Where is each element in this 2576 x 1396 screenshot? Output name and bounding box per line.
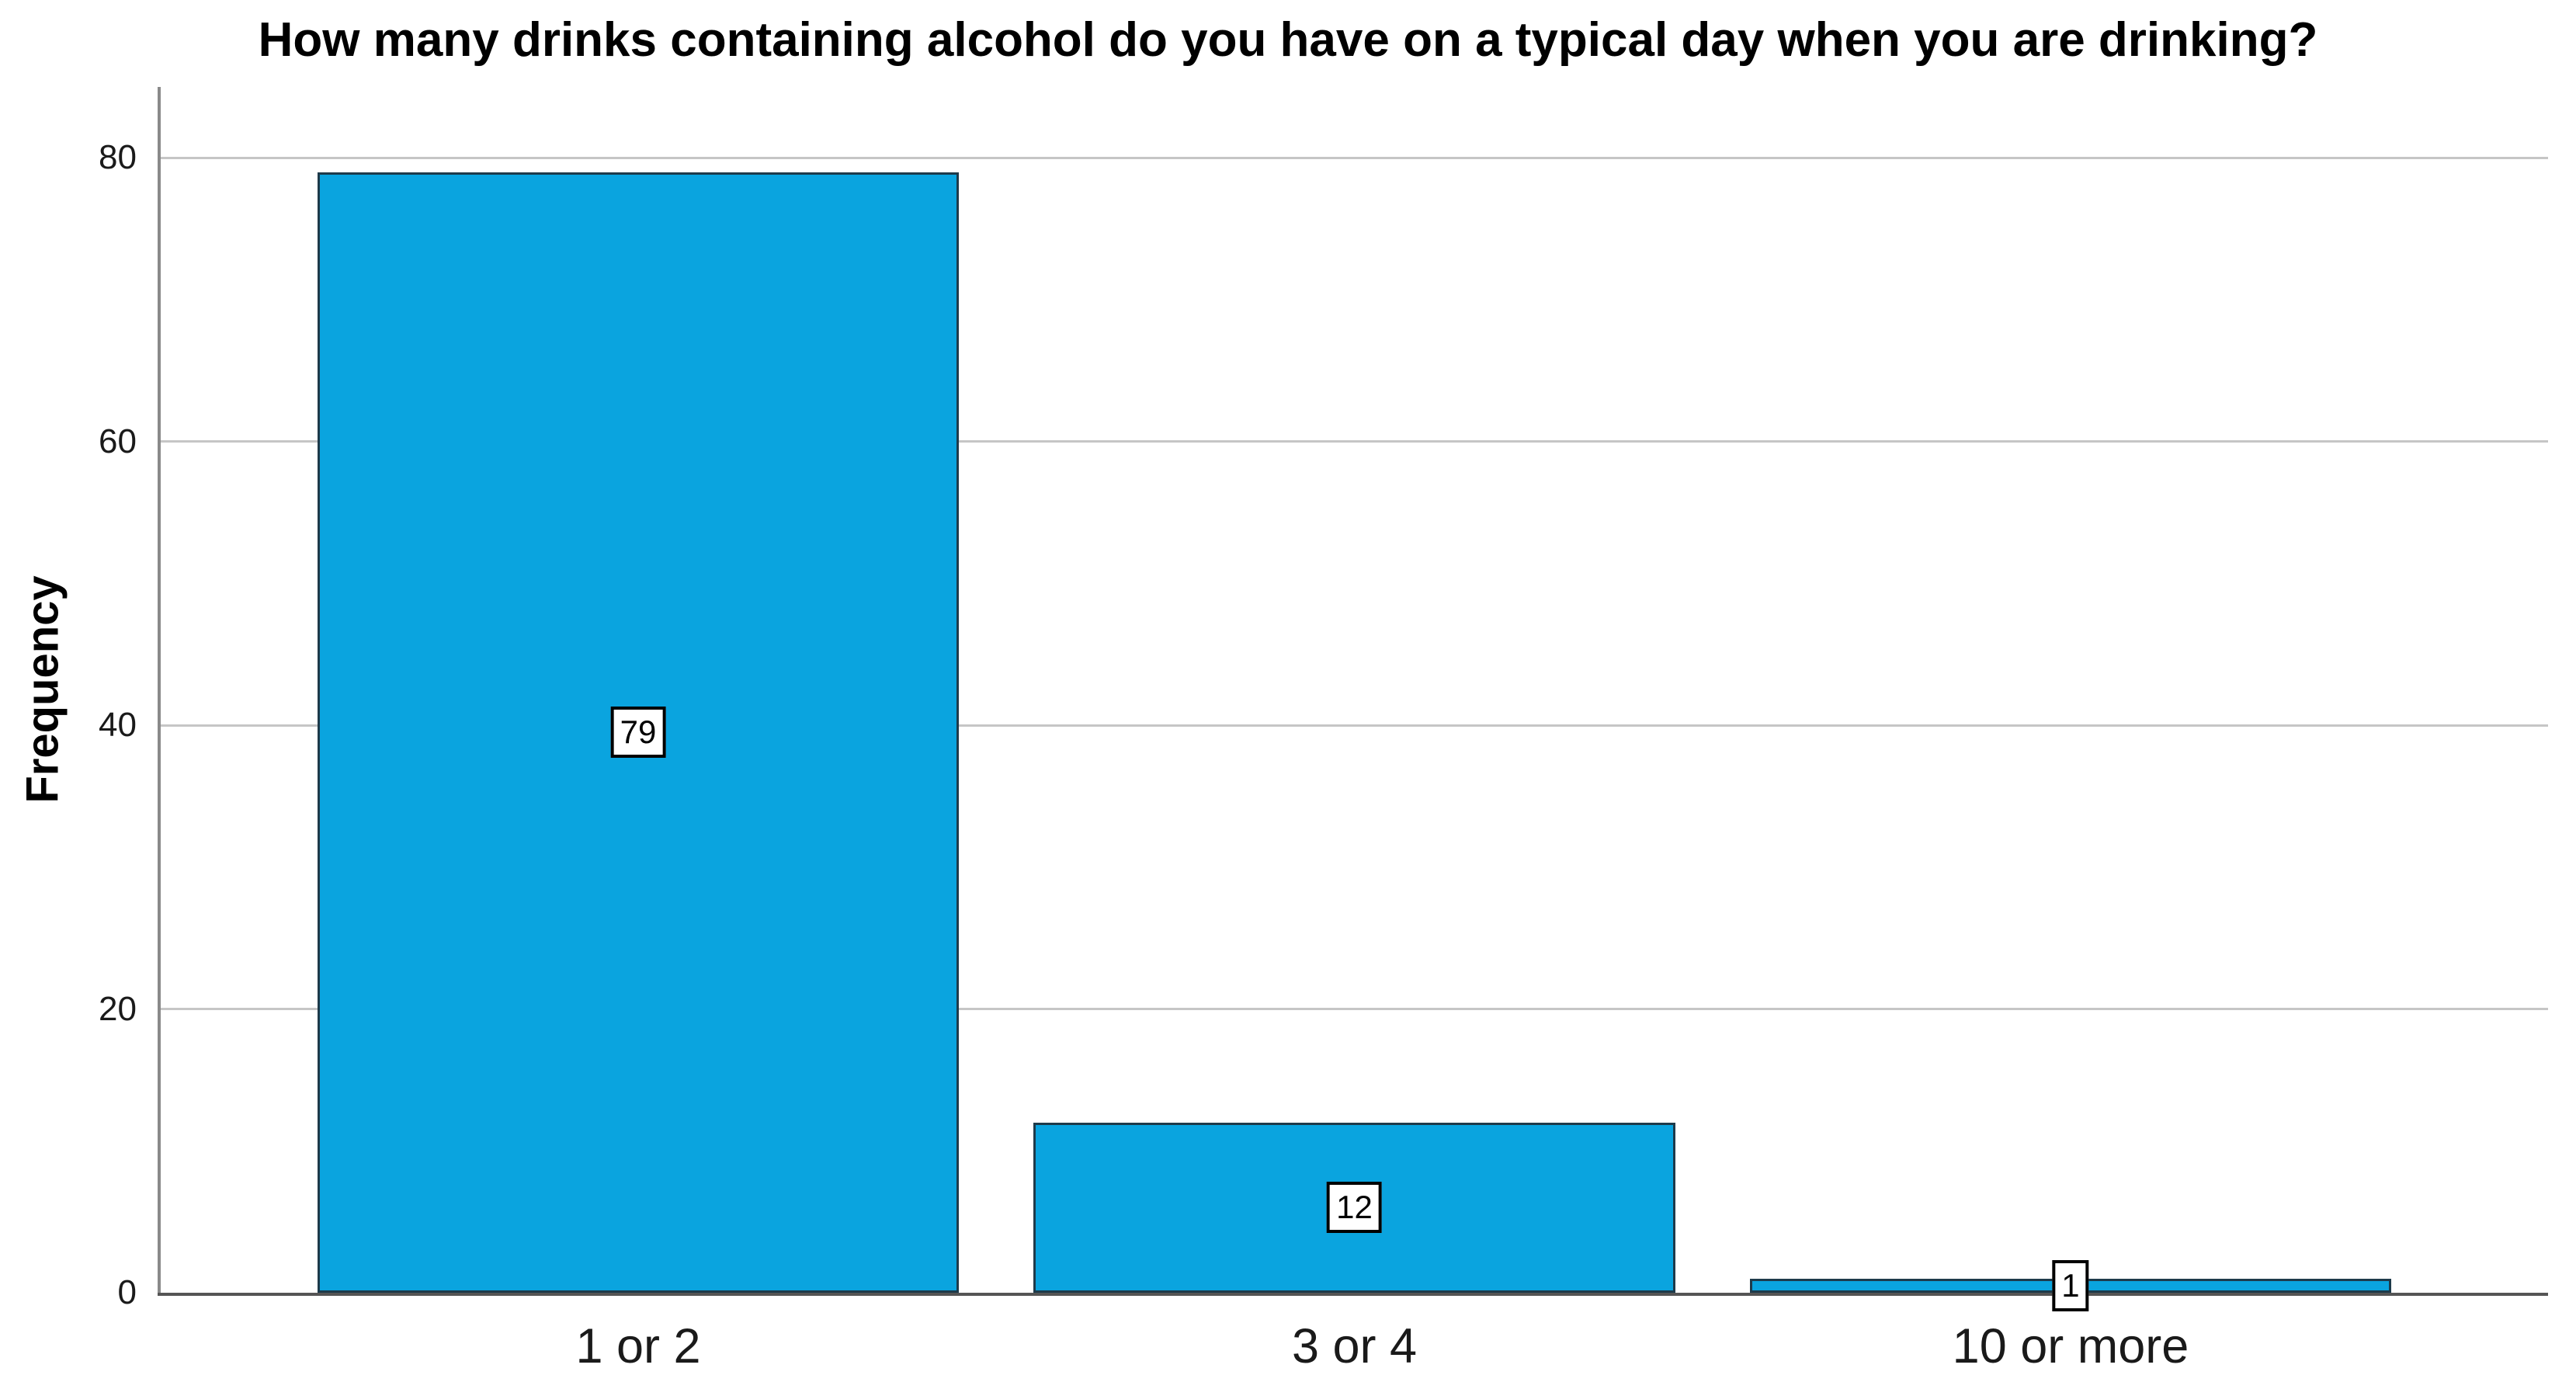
plot-area: 79 12 1 <box>158 87 2548 1311</box>
bar-value-label: 12 <box>1327 1182 1382 1234</box>
gridline-40 <box>161 724 2548 727</box>
gridline-80 <box>161 156 2548 159</box>
gridline-60 <box>161 440 2548 443</box>
bar-3-or-4: 12 <box>1033 1122 1675 1293</box>
y-tick-label-0: 0 <box>117 1273 137 1311</box>
y-tick-label-20: 20 <box>99 989 137 1028</box>
x-category-label-10-or-more: 10 or more <box>1952 1319 2189 1373</box>
y-tick-label-60: 60 <box>99 422 137 460</box>
x-category-label-3-or-4: 3 or 4 <box>1291 1319 1418 1373</box>
bar-value-label: 1 <box>2052 1259 2089 1311</box>
bar-value-label: 79 <box>610 707 666 759</box>
x-axis-line <box>158 1293 2548 1296</box>
x-category-label-1-or-2: 1 or 2 <box>575 1319 701 1373</box>
y-axis-line <box>158 87 161 1296</box>
bar-1-or-2: 79 <box>317 172 960 1293</box>
bar-10-or-more: 1 <box>1749 1259 2392 1311</box>
y-tick-label-80: 80 <box>99 138 137 177</box>
gridline-20 <box>161 1008 2548 1011</box>
y-axis-ticks: 0 20 40 60 80 <box>0 87 148 1311</box>
y-tick-label-40: 40 <box>99 706 137 745</box>
chart-title: How many drinks containing alcohol do yo… <box>258 13 2318 67</box>
x-axis-labels: 1 or 2 3 or 4 10 or more <box>161 1318 2548 1380</box>
